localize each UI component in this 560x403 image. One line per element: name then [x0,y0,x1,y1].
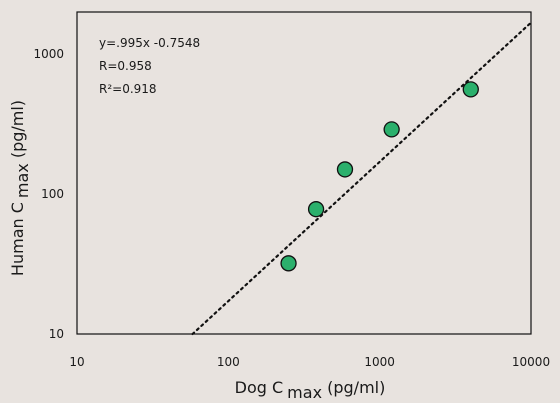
annotation-equation: y=.995x -0.7548 [99,36,200,50]
x-tick-label: 1000 [364,355,395,369]
regression-line [191,21,533,336]
data-point [383,121,400,138]
y-tick-label: 10 [49,327,64,341]
data-point [307,201,325,218]
annotation-r-squared: R²=0.918 [99,82,157,96]
y-axis-title: Human Cmax (pg/ml) [8,100,32,276]
x-tick-label: 10000 [512,355,550,369]
y-tick-label: 1000 [33,47,64,61]
annotation-r: R=0.958 [99,59,152,73]
y-tick-label: 100 [41,187,64,201]
data-point [462,81,479,98]
x-tick-label: 100 [217,355,240,369]
x-tick-label: 10 [69,355,84,369]
data-point [336,161,354,178]
data-point [280,255,297,272]
plot-frame [76,11,532,335]
